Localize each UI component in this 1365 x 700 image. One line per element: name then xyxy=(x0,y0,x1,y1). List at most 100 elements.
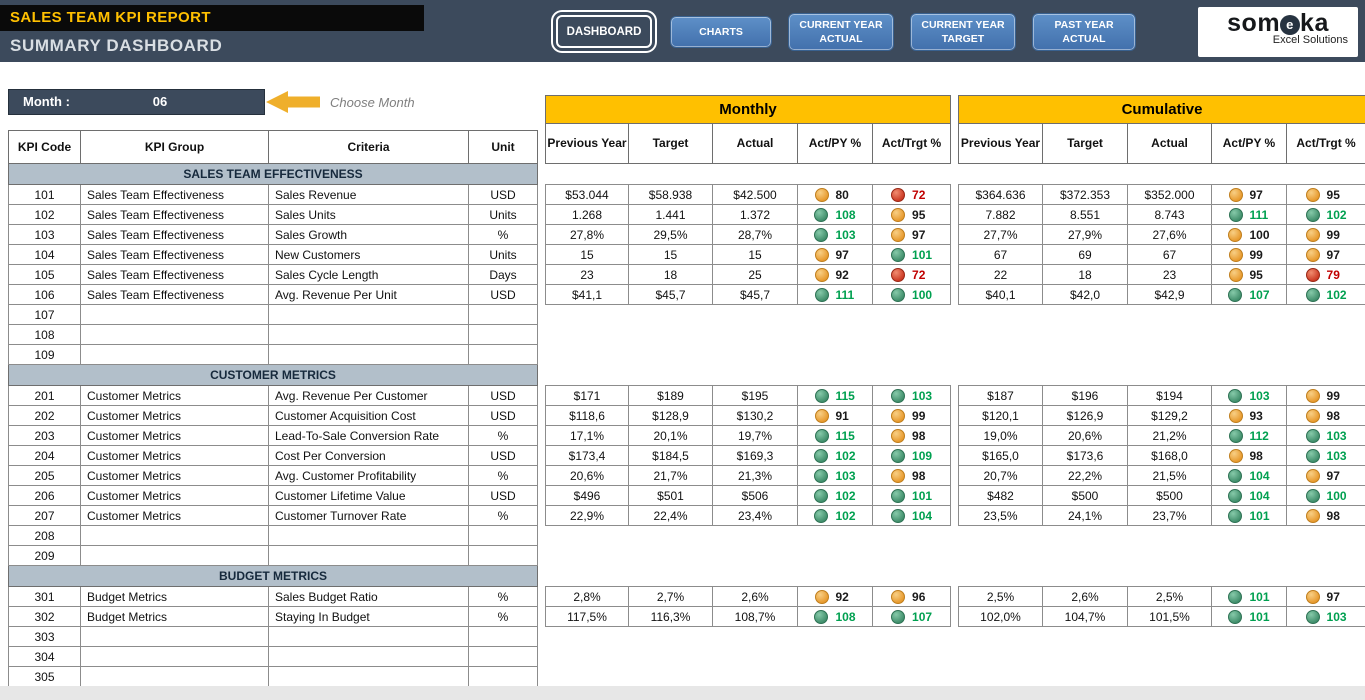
status-amber-icon xyxy=(1228,247,1243,262)
kpi-row: 107 xyxy=(8,304,538,325)
kpi-criteria-cell: Sales Cycle Length xyxy=(268,264,469,285)
cumulative-row: 27,7% 27,9% 27,6% 100 99 xyxy=(958,224,1365,245)
status-green-icon xyxy=(891,488,906,503)
status-green-icon xyxy=(1305,488,1320,503)
kpi-group-cell: Budget Metrics xyxy=(80,586,269,607)
kpi-row: 105 Sales Team Effectiveness Sales Cycle L… xyxy=(8,264,538,285)
status-cell: 96 xyxy=(871,586,952,607)
charts-button[interactable]: CHARTS xyxy=(670,16,772,48)
spacer-row xyxy=(545,525,951,546)
cumulative-row: $120,1 $126,9 $129,2 93 98 xyxy=(958,405,1365,426)
kpi-criteria-cell xyxy=(268,525,469,546)
monthly-row: $41,1 $45,7 $45,7 111 100 xyxy=(545,284,952,305)
status-cell: 108 xyxy=(797,204,873,225)
status-green-icon xyxy=(814,428,829,443)
status-cell: 103 xyxy=(1285,606,1365,627)
status-amber-icon xyxy=(891,408,906,423)
monthly-title: Monthly xyxy=(544,95,952,124)
status-red-icon xyxy=(891,267,906,282)
monthly-row: 20,6% 21,7% 21,3% 103 98 xyxy=(545,465,952,486)
status-cell: 111 xyxy=(1211,204,1287,225)
status-cell: 93 xyxy=(1211,405,1287,426)
past-year-actual-button[interactable]: PAST YEAR ACTUAL xyxy=(1032,13,1136,51)
status-cell: 99 xyxy=(1285,224,1365,245)
actual-cell: 23,7% xyxy=(1127,505,1212,526)
previous-year-cell: 27,7% xyxy=(958,224,1043,245)
target-cell: 104,7% xyxy=(1042,606,1128,627)
kpi-code-cell: 305 xyxy=(8,666,81,687)
cumulative-row: 22 18 23 95 79 xyxy=(958,264,1365,285)
kpi-code-cell: 201 xyxy=(8,385,81,406)
target-cell: $500 xyxy=(1042,485,1128,506)
status-green-icon xyxy=(1228,468,1243,483)
status-cell: 102 xyxy=(797,485,873,506)
kpi-code-header: KPI Code xyxy=(8,130,81,164)
status-cell: 91 xyxy=(797,405,873,426)
monthly-row: $171 $189 $195 115 103 xyxy=(545,385,952,406)
status-cell: 95 xyxy=(1211,264,1287,285)
spacer-row xyxy=(958,626,1365,647)
previous-year-cell: $482 xyxy=(958,485,1043,506)
status-green-icon xyxy=(1228,428,1243,443)
previous-year-cell: $40,1 xyxy=(958,284,1043,305)
actual-cell: 23 xyxy=(1127,264,1212,285)
status-amber-icon xyxy=(814,187,829,202)
target-cell: $58.938 xyxy=(628,184,713,205)
actual-cell: $130,2 xyxy=(712,405,798,426)
kpi-group-cell: Sales Team Effectiveness xyxy=(80,204,269,225)
status-cell: 79 xyxy=(1285,264,1365,285)
kpi-group-cell xyxy=(80,344,269,365)
status-cell: 107 xyxy=(1211,284,1287,305)
status-green-icon xyxy=(1228,388,1243,403)
dashboard-button[interactable]: DASHBOARD xyxy=(556,15,652,48)
monthly-actual-header: Actual xyxy=(712,123,798,164)
spacer-row xyxy=(545,304,951,325)
spacer-row xyxy=(545,565,951,587)
actual-cell: 23,4% xyxy=(712,505,798,526)
kpi-row: 104 Sales Team Effectiveness New Customers… xyxy=(8,244,538,265)
kpi-group-cell xyxy=(80,545,269,566)
status-amber-icon xyxy=(1305,247,1320,262)
previous-year-cell: 1.268 xyxy=(545,204,629,225)
previous-year-cell: 17,1% xyxy=(545,425,629,446)
month-value[interactable]: 06 xyxy=(152,94,168,109)
monthly-previous-year-header: Previous Year xyxy=(545,123,629,164)
spacer-row xyxy=(545,364,951,386)
current-year-target-button[interactable]: CURRENT YEAR TARGET xyxy=(910,13,1016,51)
spacer-row xyxy=(958,344,1365,365)
kpi-criteria-cell: Customer Lifetime Value xyxy=(268,485,469,506)
previous-year-cell: $364.636 xyxy=(958,184,1043,205)
previous-year-cell: $118,6 xyxy=(545,405,629,426)
target-cell: 24,1% xyxy=(1042,505,1128,526)
target-cell: 20,6% xyxy=(1042,425,1128,446)
cumulative-act-py-header: Act/PY % xyxy=(1211,123,1287,164)
current-year-actual-button[interactable]: CURRENT YEAR ACTUAL xyxy=(788,13,894,51)
status-amber-icon xyxy=(1228,448,1243,463)
actual-cell: 27,6% xyxy=(1127,224,1212,245)
previous-year-cell: $187 xyxy=(958,385,1043,406)
kpi-group-cell: Budget Metrics xyxy=(80,606,269,627)
kpi-criteria-cell: Customer Turnover Rate xyxy=(268,505,469,526)
page-title: SUMMARY DASHBOARD xyxy=(10,36,223,55)
someka-logo: som e ka Excel Solutions xyxy=(1198,7,1358,57)
section-header-row: SALES TEAM EFFECTIVENESS xyxy=(8,163,538,185)
kpi-code-cell: 203 xyxy=(8,425,81,446)
spacer-row xyxy=(958,565,1365,587)
kpi-code-cell: 303 xyxy=(8,626,81,647)
target-cell: $45,7 xyxy=(628,284,713,305)
kpi-row: 204 Customer Metrics Cost Per Conversion US… xyxy=(8,445,538,466)
cumulative-act-trgt-header: Act/Trgt % xyxy=(1285,123,1365,164)
cumulative-row: $482 $500 $500 104 100 xyxy=(958,485,1365,506)
kpi-code-cell: 202 xyxy=(8,405,81,426)
status-cell: 108 xyxy=(797,606,873,627)
status-amber-icon xyxy=(891,589,906,604)
status-green-icon xyxy=(891,287,906,302)
status-green-icon xyxy=(814,388,829,403)
actual-cell: 25 xyxy=(712,264,798,285)
target-cell: 69 xyxy=(1042,244,1128,265)
kpi-unit-cell: % xyxy=(468,224,538,245)
actual-cell: 28,7% xyxy=(712,224,798,245)
status-green-icon xyxy=(1228,488,1243,503)
kpi-code-cell: 105 xyxy=(8,264,81,285)
choose-month-hint: Choose Month xyxy=(330,95,415,110)
